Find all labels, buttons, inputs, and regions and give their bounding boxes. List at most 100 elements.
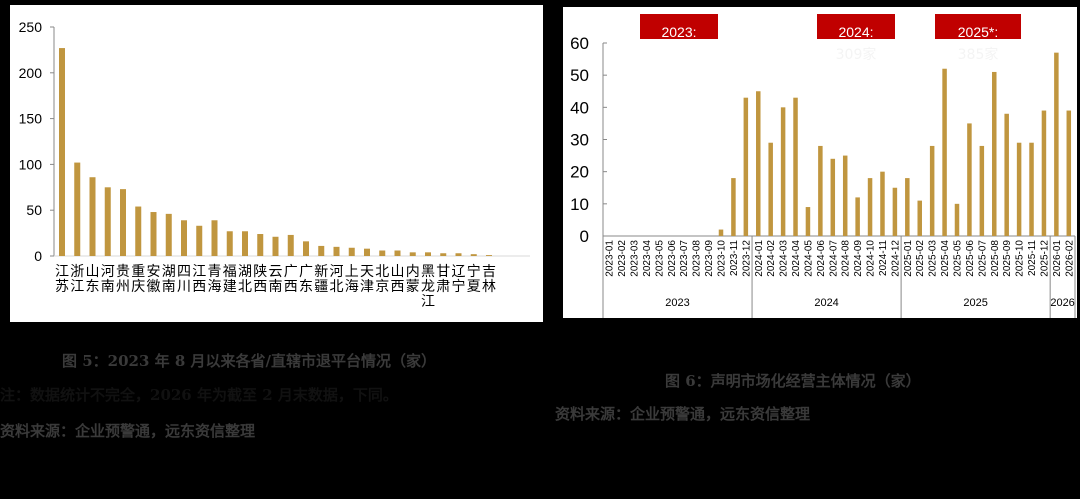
annotation-label: 2025*: [958, 24, 998, 40]
month-label: 2026-02 [1064, 240, 1075, 277]
category-label: 江 [70, 279, 84, 295]
bar [1016, 142, 1022, 236]
category-label: 西 [192, 279, 206, 295]
bar [74, 162, 81, 256]
category-label: 西 [391, 279, 405, 295]
bar [1054, 52, 1059, 237]
month-label: 2024-01 [754, 240, 765, 277]
category-label: 新 [314, 264, 328, 280]
category-label: 京 [375, 279, 389, 295]
bar [150, 212, 157, 256]
month-label: 2023-10 [717, 240, 728, 277]
bar [768, 142, 773, 236]
bar [830, 158, 836, 236]
category-label: 东 [299, 279, 313, 295]
annotation-count: 309家 [836, 46, 877, 63]
category-label: 川 [177, 279, 191, 295]
month-label: 2024-11 [878, 240, 889, 276]
bar [181, 220, 187, 256]
category-label: 夏 [467, 279, 481, 295]
category-label: 重 [131, 264, 145, 280]
category-label: 湖 [162, 264, 176, 280]
category-label: 广 [284, 264, 298, 280]
month-label: 2023-04 [642, 240, 653, 277]
month-label: 2025-07 [977, 240, 988, 277]
category-label: 南 [101, 279, 115, 295]
bar [348, 247, 355, 256]
month-label: 2023-02 [617, 240, 628, 277]
bar [942, 68, 947, 236]
month-label: 2023-05 [654, 240, 665, 277]
y-tick-label: 40 [570, 98, 589, 117]
category-label: 浙 [70, 264, 84, 280]
figure-6-caption: 图 6：声明市场化经营主体情况（家） [665, 372, 921, 390]
bar [470, 254, 477, 256]
bar [743, 97, 749, 236]
bar [1029, 142, 1034, 236]
month-label: 2025-11 [1027, 240, 1038, 276]
bar [1004, 113, 1009, 236]
month-label: 2023-09 [704, 240, 715, 277]
year-label: 2024 [814, 297, 838, 309]
y-tick-label: 50 [570, 66, 589, 85]
category-label: 苏 [55, 279, 69, 295]
category-label: 江 [192, 264, 206, 280]
category-label: 津 [360, 279, 374, 295]
bar [731, 178, 736, 236]
category-label: 黑 [421, 264, 435, 280]
month-label: 2024-03 [779, 240, 790, 277]
bar [880, 171, 885, 236]
figure-5-note: 注：数据统计不完全，2026 年为截至 2 月末数据，下同。 [0, 386, 398, 404]
category-label: 北 [238, 279, 252, 295]
category-label: 江 [421, 294, 435, 310]
month-label: 2025-09 [1002, 240, 1013, 277]
y-tick-label: 150 [19, 111, 43, 127]
bar [165, 213, 172, 256]
market-entity-chart-panel: 0 10 20 30 40 50 60 2023-01 2023-02 2023-03 2023-0… [563, 7, 1077, 318]
year-label: 2025 [963, 297, 987, 309]
category-label: 林 [482, 279, 496, 295]
category-label: 湖 [238, 264, 252, 280]
category-label: 甘 [436, 264, 450, 280]
month-label: 2024-12 [890, 240, 901, 277]
category-label: 安 [147, 264, 161, 280]
category-label: 西 [253, 279, 267, 295]
year-label: 2026 [1050, 297, 1074, 309]
bar [842, 155, 848, 236]
bar [318, 245, 325, 256]
bar [89, 177, 96, 256]
y-tick-label: 100 [19, 156, 43, 172]
annotation-label: 2024: [838, 24, 873, 40]
month-label: 2023-07 [679, 240, 690, 277]
y-tick-label: 30 [570, 131, 589, 150]
category-label: 陕 [253, 264, 267, 280]
month-label: 2025-04 [940, 240, 951, 277]
category-label: 云 [269, 264, 283, 280]
bar [992, 71, 997, 236]
month-label: 2023-03 [630, 240, 641, 277]
bar [979, 145, 985, 236]
category-label: 北 [330, 279, 344, 295]
bar [818, 145, 823, 236]
category-label: 吉 [482, 264, 496, 280]
month-label: 2024-07 [828, 240, 839, 277]
category-label: 建 [223, 279, 237, 295]
bar [425, 252, 431, 256]
category-label: 福 [223, 264, 237, 280]
bar [120, 189, 126, 256]
category-label: 江 [55, 264, 69, 280]
month-label: 2023-06 [667, 240, 678, 277]
bar [855, 197, 860, 236]
category-label: 西 [284, 279, 298, 295]
bar [394, 250, 401, 256]
month-label: 2024-08 [841, 240, 852, 277]
category-label: 宁 [452, 278, 466, 295]
category-label: 上 [345, 264, 359, 280]
bar [379, 250, 386, 256]
category-label: 北 [375, 264, 389, 280]
category-label: 肃 [436, 279, 450, 295]
category-label: 东 [86, 279, 100, 295]
category-label: 青 [208, 264, 222, 280]
category-label: 天 [360, 264, 374, 280]
y-tick-label: 20 [570, 163, 589, 182]
